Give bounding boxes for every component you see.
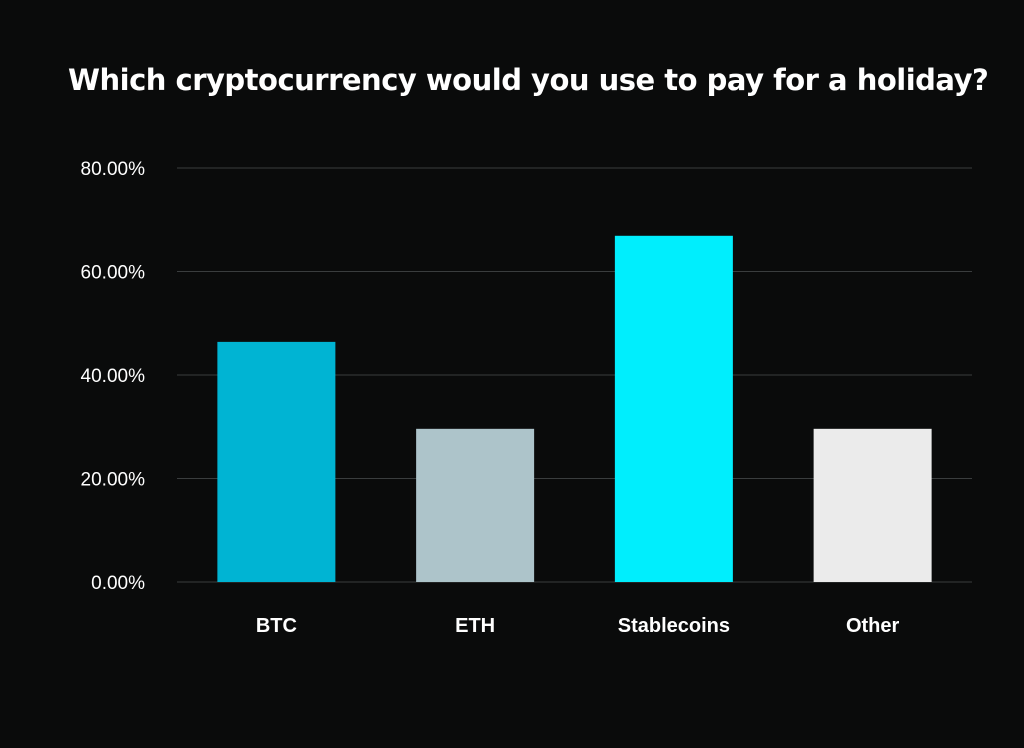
chart-title: Which cryptocurrency would you use to pa…	[68, 63, 989, 97]
bar-btc	[217, 341, 336, 582]
y-tick-label: 40.00%	[81, 366, 146, 387]
y-tick-label: 80.00%	[81, 159, 146, 180]
x-category-label: Stablecoins	[618, 615, 730, 637]
x-category-label: BTC	[256, 615, 297, 637]
bars	[217, 235, 932, 583]
y-tick-label: 60.00%	[81, 263, 146, 284]
x-category-label: ETH	[455, 615, 495, 637]
bar-eth	[416, 428, 535, 582]
y-tick-label: 20.00%	[81, 470, 146, 491]
y-tick-label: 0.00%	[91, 573, 145, 594]
bar-other	[813, 428, 932, 582]
x-category-label: Other	[846, 615, 900, 637]
x-axis-labels: BTC ETH Stablecoins Other	[256, 615, 900, 637]
bar-stablecoins	[614, 235, 733, 583]
y-axis-ticks: 0.00% 20.00% 40.00% 60.00% 80.00%	[81, 159, 146, 594]
